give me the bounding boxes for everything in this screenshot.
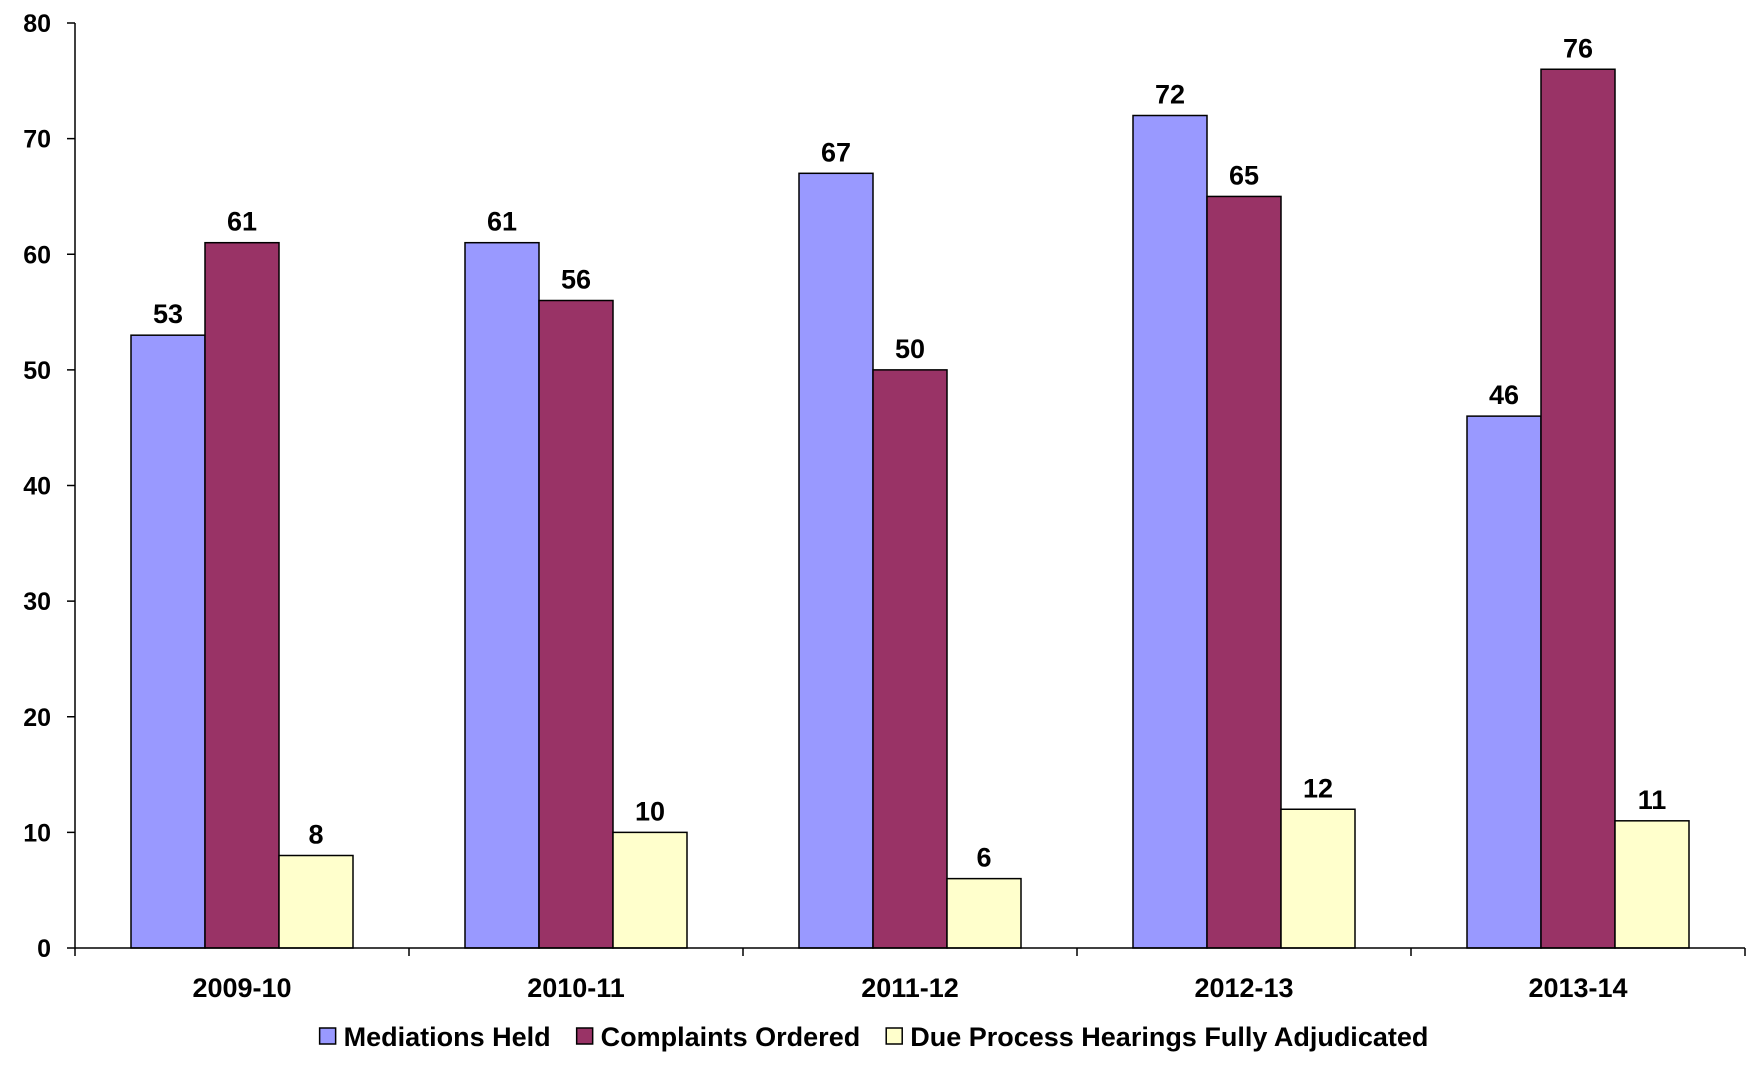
y-tick-label-20: 20 <box>23 704 51 732</box>
bar-mediations-held-2010-11 <box>464 241 540 949</box>
x-tick-label-2010-11: 2010-11 <box>527 973 625 1003</box>
data-label-due-process-hearings-fully-adjudicated-2013-14: 11 <box>1638 785 1667 815</box>
data-labels-layer: 53 61 8 61 56 10 67 50 6 72 65 12 46 76 11 <box>153 33 1666 872</box>
legend: Mediations Held Complaints Ordered Due Pro… <box>318 1022 1428 1052</box>
bar-complaints-ordered-2009-10 <box>204 241 280 949</box>
bar-due-process-hearings-fully-adjudicated-2011-12 <box>946 877 1022 949</box>
data-label-mediations-held-2012-13: 72 <box>1155 80 1185 110</box>
bar-complaints-ordered-2013-14 <box>1540 68 1616 949</box>
data-label-complaints-ordered-2012-13: 65 <box>1229 160 1259 190</box>
data-label-complaints-ordered-2010-11: 56 <box>561 265 591 295</box>
legend-label-mediations-held: Mediations Held <box>344 1022 551 1052</box>
bar-mediations-held-2013-14 <box>1466 415 1542 949</box>
y-tick-label-0: 0 <box>37 935 51 963</box>
legend-swatch-complaints-ordered <box>575 1027 594 1045</box>
data-label-complaints-ordered-2013-14: 76 <box>1563 33 1593 63</box>
legend-item-due-process-hearings-fully-adjudicated: Due Process Hearings Fully Adjudicated <box>885 1022 1428 1052</box>
data-label-mediations-held-2010-11: 61 <box>487 207 517 237</box>
bar-complaints-ordered-2011-12 <box>872 369 948 949</box>
bar-mediations-held-2009-10 <box>130 334 206 949</box>
bar-complaints-ordered-2012-13 <box>1206 195 1282 949</box>
legend-label-due-process-hearings-fully-adjudicated: Due Process Hearings Fully Adjudicated <box>910 1022 1428 1052</box>
y-tick-label-80: 80 <box>23 10 51 38</box>
data-label-complaints-ordered-2011-12: 50 <box>895 334 925 364</box>
y-tick-label-40: 40 <box>23 473 51 501</box>
legend-label-complaints-ordered: Complaints Ordered <box>601 1022 861 1052</box>
y-tick-label-50: 50 <box>23 357 51 385</box>
axes-layer: 0 10 20 30 40 50 60 70 80 2009-10 2010-11 2011-12 20… <box>23 10 1746 1003</box>
y-tick-label-70: 70 <box>23 126 51 154</box>
legend-swatch-due-process-hearings-fully-adjudicated <box>885 1027 903 1045</box>
legend-item-mediations-held: Mediations Held <box>318 1022 551 1052</box>
data-label-due-process-hearings-fully-adjudicated-2009-10: 8 <box>308 820 323 850</box>
bar-due-process-hearings-fully-adjudicated-2013-14 <box>1614 820 1690 949</box>
y-tick-label-10: 10 <box>23 819 51 847</box>
data-label-mediations-held-2011-12: 67 <box>821 137 851 167</box>
data-label-due-process-hearings-fully-adjudicated-2010-11: 10 <box>635 796 665 826</box>
y-tick-label-60: 60 <box>23 241 51 269</box>
data-label-complaints-ordered-2009-10: 61 <box>227 207 257 237</box>
x-tick-label-2012-13: 2012-13 <box>1194 973 1293 1003</box>
bar-due-process-hearings-fully-adjudicated-2009-10 <box>278 854 354 949</box>
bars-layer <box>130 68 1690 949</box>
bar-complaints-ordered-2010-11 <box>538 299 614 949</box>
x-tick-label-2011-12: 2011-12 <box>861 973 959 1003</box>
bar-mediations-held-2012-13 <box>1132 114 1208 949</box>
data-label-due-process-hearings-fully-adjudicated-2011-12: 6 <box>976 843 991 873</box>
bar-due-process-hearings-fully-adjudicated-2012-13 <box>1280 808 1356 949</box>
bar-mediations-held-2011-12 <box>798 172 874 949</box>
x-tick-label-2009-10: 2009-10 <box>192 973 291 1003</box>
data-label-due-process-hearings-fully-adjudicated-2012-13: 12 <box>1303 773 1333 803</box>
legend-item-complaints-ordered: Complaints Ordered <box>575 1022 861 1052</box>
y-tick-label-30: 30 <box>23 588 51 616</box>
legend-swatch-mediations-held <box>318 1027 337 1045</box>
data-label-mediations-held-2009-10: 53 <box>153 299 183 329</box>
x-tick-label-2013-14: 2013-14 <box>1528 973 1627 1003</box>
bar-due-process-hearings-fully-adjudicated-2010-11 <box>612 831 688 949</box>
data-label-mediations-held-2013-14: 46 <box>1489 380 1519 410</box>
